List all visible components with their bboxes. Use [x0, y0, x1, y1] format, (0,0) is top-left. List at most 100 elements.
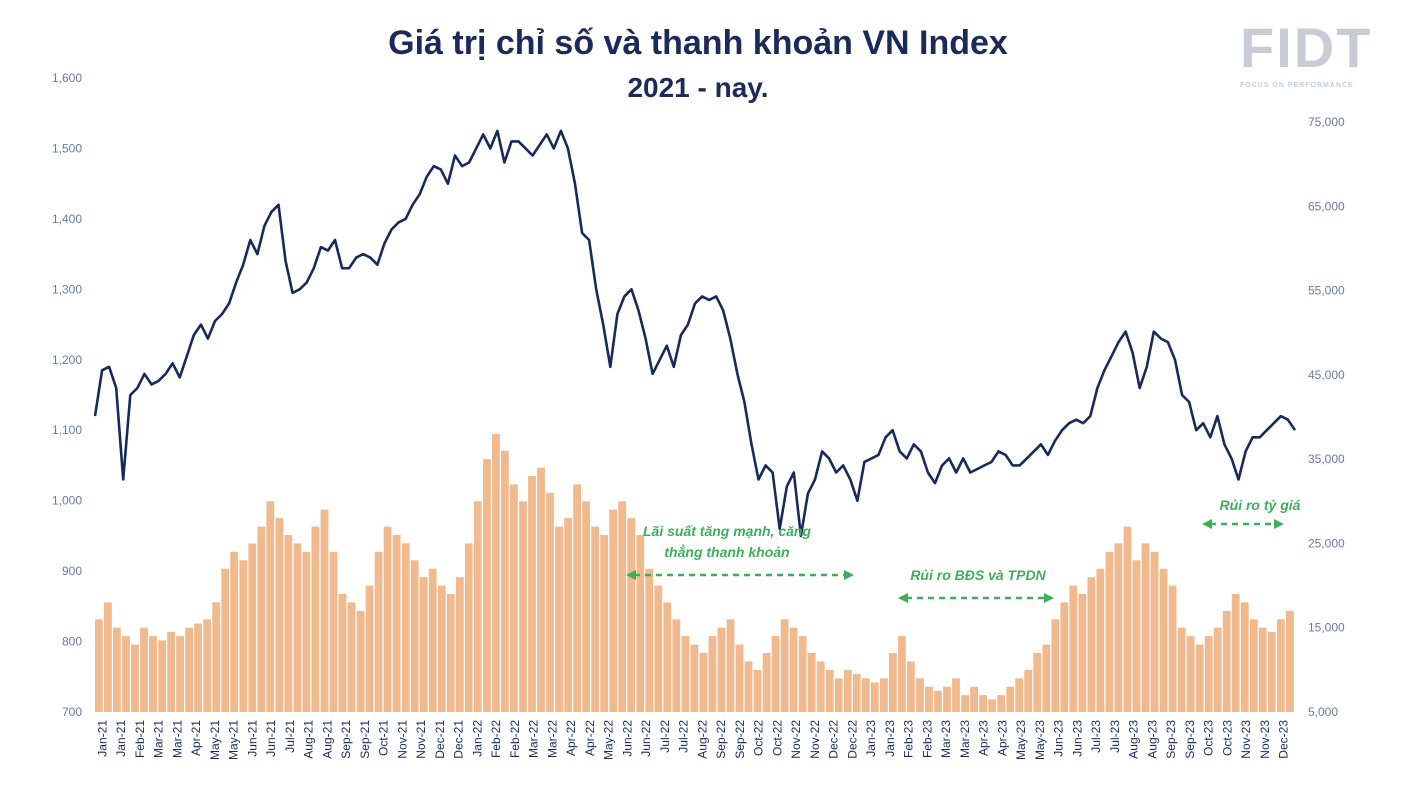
liquidity-bar — [952, 678, 960, 712]
liquidity-bar — [293, 543, 302, 712]
x-tick-label: Sep-21 — [358, 720, 372, 759]
liquidity-bar — [970, 686, 978, 712]
liquidity-bar — [455, 577, 464, 712]
liquidity-bar — [1150, 551, 1159, 712]
liquidity-bar — [609, 509, 618, 712]
vnindex-line-group — [93, 129, 1297, 538]
liquidity-bar — [762, 653, 771, 712]
annotation-rate-line2: thẳng thanh khoản — [664, 544, 789, 560]
x-tick-label: Mar-21 — [152, 720, 166, 758]
liquidity-bar — [1213, 627, 1222, 712]
liquidity-bar — [717, 627, 726, 712]
liquidity-bar — [1240, 602, 1249, 712]
liquidity-bar — [582, 501, 590, 712]
liquidity-bar — [1123, 526, 1132, 712]
x-tick-label: Apr-21 — [189, 720, 203, 756]
liquidity-bar — [437, 585, 446, 712]
left-tick-label: 1,600 — [52, 71, 82, 85]
liquidity-bar — [528, 476, 536, 712]
liquidity-bar — [248, 543, 257, 712]
liquidity-bar — [672, 619, 681, 712]
x-tick-label: Jan-23 — [883, 720, 897, 757]
liquidity-bar — [654, 585, 663, 712]
x-tick-label: Mar-23 — [958, 720, 972, 758]
liquidity-bar — [203, 619, 212, 712]
liquidity-bar — [266, 501, 275, 712]
liquidity-bar — [329, 551, 338, 712]
left-tick-label: 700 — [62, 705, 82, 719]
liquidity-bar — [356, 610, 365, 712]
x-tick-label: Feb-23 — [920, 720, 934, 758]
liquidity-bar — [1186, 636, 1195, 712]
liquidity-bar — [1168, 585, 1177, 712]
liquidity-bar — [122, 636, 130, 712]
liquidity-bar — [1132, 560, 1141, 712]
fidt-logo: FIDT FOCUS ON PERFORMANCE — [1240, 20, 1370, 100]
liquidity-bar — [961, 695, 969, 712]
x-tick-label: Dec-23 — [1277, 720, 1291, 759]
x-tick-label: Mar-22 — [527, 720, 541, 758]
liquidity-bar — [564, 518, 572, 712]
liquidity-bar — [1231, 594, 1240, 712]
x-tick-label: Jul-22 — [658, 720, 672, 753]
liquidity-bar — [149, 636, 157, 712]
liquidity-bar — [627, 518, 636, 712]
annotations: Lãi suất tăng mạnh, căng thẳng thanh khoả… — [626, 497, 1301, 603]
liquidity-bar — [988, 699, 996, 712]
annotation-fx-arrow-head-right — [1274, 519, 1284, 529]
x-tick-label: Sep-23 — [1183, 720, 1197, 759]
liquidity-bar — [104, 602, 112, 712]
x-tick-label: Nov-23 — [1258, 720, 1272, 759]
liquidity-bar — [1105, 551, 1114, 712]
liquidity-bar — [473, 501, 482, 712]
liquidity-bar — [1277, 619, 1285, 712]
liquidity-bar — [131, 644, 139, 712]
liquidity-bar — [1141, 543, 1150, 712]
left-tick-label: 1,000 — [52, 494, 82, 508]
liquidity-bar — [934, 690, 942, 712]
x-tick-label: Feb-22 — [489, 720, 503, 758]
liquidity-bar — [365, 585, 374, 712]
x-tick-label: Dec-22 — [845, 720, 859, 759]
liquidity-bar — [889, 653, 897, 712]
liquidity-bar — [347, 602, 356, 712]
x-tick-label: Apr-23 — [995, 720, 1009, 756]
x-tick-label: Jan-23 — [864, 720, 878, 757]
liquidity-bar — [546, 492, 554, 712]
liquidity-bar — [1096, 568, 1105, 712]
left-tick-label: 1,100 — [52, 423, 82, 437]
x-tick-label: Feb-23 — [902, 720, 916, 758]
liquidity-bar — [1267, 631, 1276, 712]
liquidity-bar — [257, 526, 266, 712]
x-tick-label: Jul-21 — [283, 720, 297, 753]
x-tick-label: May-23 — [1033, 720, 1047, 760]
x-tick-label: May-22 — [602, 720, 616, 760]
annotation-rate-arrow-head-right — [844, 570, 854, 580]
x-tick-label: Nov-22 — [808, 720, 822, 759]
liquidity-bar — [807, 653, 816, 712]
logo-tagline: FOCUS ON PERFORMANCE — [1240, 82, 1354, 89]
x-tick-label: Oct-23 — [1202, 720, 1216, 756]
liquidity-bar — [464, 543, 473, 712]
liquidity-bar — [907, 661, 915, 712]
liquidity-bar — [510, 484, 518, 712]
left-tick-label: 800 — [62, 635, 82, 649]
liquidity-bar — [645, 568, 654, 712]
liquidity-bar — [401, 543, 410, 712]
liquidity-bar — [753, 669, 762, 712]
liquidity-bar — [176, 636, 184, 712]
x-tick-label: Dec-21 — [433, 720, 447, 759]
liquidity-bar — [943, 686, 951, 712]
liquidity-bar — [1051, 619, 1060, 712]
x-tick-label: Sep-22 — [714, 720, 728, 759]
x-tick-label: Dec-22 — [827, 720, 841, 759]
logo-brand: FIDT — [1240, 16, 1373, 79]
liquidity-bar — [158, 640, 166, 712]
liquidity-bar — [663, 602, 672, 712]
liquidity-bar — [690, 644, 699, 712]
liquidity-bar — [771, 636, 780, 712]
liquidity-bar — [591, 526, 599, 712]
liquidity-bar — [997, 695, 1006, 712]
liquidity-bar — [374, 551, 383, 712]
liquidity-bar — [113, 627, 121, 712]
